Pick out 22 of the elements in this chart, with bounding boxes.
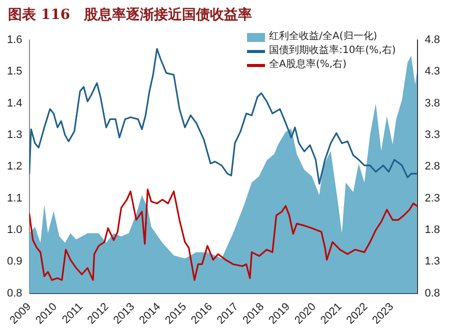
legend-label: 全A股息率(%,右) [269,58,346,72]
y-tick-label: 0.8 [6,287,22,300]
y2-tick-label: 4.8 [424,34,440,46]
y-tick-label: 1.2 [6,160,22,173]
chart-title: 图表 116 股息率逐渐接近国债收益率 [8,6,252,24]
y2-tick-label: 2.8 [424,160,440,173]
y-tick-label: 0.9 [6,256,22,268]
y2-tick-label: 0.8 [424,287,440,300]
y-tick-label: 1.5 [6,66,22,78]
y-tick-label: 1.1 [6,192,22,204]
y2-tick-label: 1.8 [424,224,440,236]
legend-label: 红利全收益/全A(归一化) [269,30,378,44]
legend-label: 国债到期收益率:10年(%,右) [269,44,396,58]
y2-tick-label: 3.3 [424,129,440,142]
y2-tick-label: 4.3 [424,66,440,78]
y2-tick-label: 2.3 [424,192,440,204]
y-tick-label: 1.6 [6,34,22,46]
y-tick-label: 1.0 [6,224,22,236]
y2-tick-label: 1.3 [424,256,440,268]
y-tick-label: 1.4 [6,97,22,110]
y2-tick-label: 3.8 [424,97,440,110]
y-tick-label: 1.3 [6,129,22,142]
